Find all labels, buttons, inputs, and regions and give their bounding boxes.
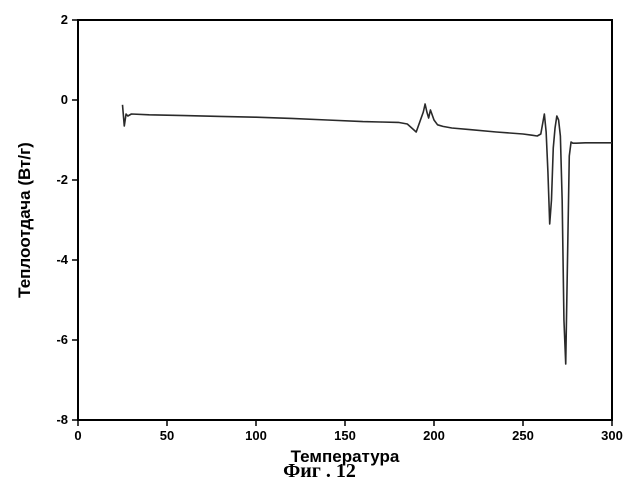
y-tick-label: 2 bbox=[61, 12, 68, 27]
x-tick-label: 50 bbox=[160, 428, 174, 443]
y-tick-label: -4 bbox=[56, 252, 68, 267]
dsc-thermogram-chart: 050100150200250300-8-6-4-202ТемператураТ… bbox=[0, 0, 639, 500]
figure-caption: Фиг . 12 bbox=[0, 460, 639, 483]
figure-container: 050100150200250300-8-6-4-202ТемператураТ… bbox=[0, 0, 639, 500]
y-tick-label: -6 bbox=[56, 332, 68, 347]
x-tick-label: 250 bbox=[512, 428, 534, 443]
x-tick-label: 200 bbox=[423, 428, 445, 443]
x-tick-label: 150 bbox=[334, 428, 356, 443]
x-tick-label: 100 bbox=[245, 428, 267, 443]
x-tick-label: 300 bbox=[601, 428, 623, 443]
y-axis-label: Теплоотдача (Вт/г) bbox=[15, 142, 34, 298]
x-tick-label: 0 bbox=[74, 428, 81, 443]
y-tick-label: -2 bbox=[56, 172, 68, 187]
plot-area bbox=[78, 20, 612, 420]
y-tick-label: -8 bbox=[56, 412, 68, 427]
y-tick-label: 0 bbox=[61, 92, 68, 107]
